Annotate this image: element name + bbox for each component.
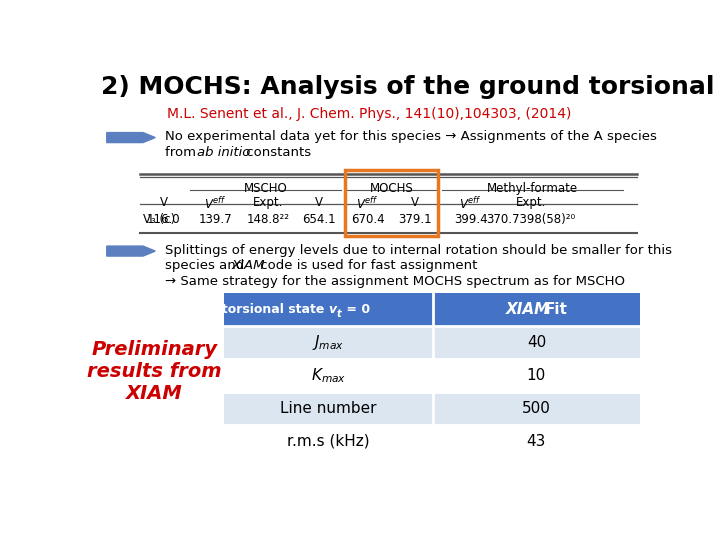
Bar <box>224 425 639 458</box>
Text: 670.4: 670.4 <box>351 213 384 226</box>
Text: → Same strategy for the assignment MOCHS spectrum as for MSCHO: → Same strategy for the assignment MOCHS… <box>166 275 626 288</box>
Text: 40: 40 <box>527 335 546 350</box>
Text: V: V <box>160 196 168 209</box>
Text: 43: 43 <box>527 434 546 449</box>
Text: Fit: Fit <box>544 302 567 318</box>
Text: $K_{max}$: $K_{max}$ <box>311 366 346 385</box>
Text: V₃ (c): V₃ (c) <box>143 213 175 226</box>
Text: Expt.: Expt. <box>253 196 284 209</box>
Text: $J_{max}$: $J_{max}$ <box>312 333 345 352</box>
Text: 379.1: 379.1 <box>398 213 432 226</box>
Text: No experimental data yet for this species → Assignments of the A species: No experimental data yet for this specie… <box>166 130 657 143</box>
Text: 500: 500 <box>522 401 551 416</box>
Bar <box>224 294 639 326</box>
Bar <box>224 359 639 392</box>
Text: 139.7: 139.7 <box>199 213 233 226</box>
Text: V: V <box>315 196 323 209</box>
Text: v: v <box>328 303 337 316</box>
Text: species and: species and <box>166 259 249 272</box>
Text: XIAM: XIAM <box>231 259 265 272</box>
Text: Expt.: Expt. <box>516 196 546 209</box>
Text: $V^{eff}$: $V^{eff}$ <box>204 196 227 212</box>
Text: $V^{eff}$: $V^{eff}$ <box>459 196 482 212</box>
Bar <box>224 392 639 425</box>
Text: XIAM: XIAM <box>506 302 550 318</box>
Text: MSCHO: MSCHO <box>244 182 288 195</box>
Bar <box>224 326 639 359</box>
Text: MOCHS: MOCHS <box>369 182 413 195</box>
Text: 654.1: 654.1 <box>302 213 336 226</box>
Text: r.m.s (kHz): r.m.s (kHz) <box>287 434 370 449</box>
Text: 10: 10 <box>527 368 546 383</box>
Text: constants: constants <box>242 146 311 159</box>
Text: 116.0: 116.0 <box>147 213 181 226</box>
Text: V: V <box>411 196 419 209</box>
Text: 2) MOCHS: Analysis of the ground torsional state: 2) MOCHS: Analysis of the ground torsion… <box>101 75 720 99</box>
Text: Preliminary
results from
XIAM: Preliminary results from XIAM <box>87 340 222 403</box>
Text: M.L. Senent et al., J. Chem. Phys., 141(10),104303, (2014): M.L. Senent et al., J. Chem. Phys., 141(… <box>167 107 571 121</box>
Text: Ground torsional state: Ground torsional state <box>166 303 328 316</box>
Text: 148.8²²: 148.8²² <box>247 213 290 226</box>
Text: Splittings of energy levels due to internal rotation should be smaller for this: Splittings of energy levels due to inter… <box>166 244 672 256</box>
Text: $V^{eff}$: $V^{eff}$ <box>356 196 379 212</box>
Text: 370.7398(58)²⁰: 370.7398(58)²⁰ <box>486 213 575 226</box>
Text: from: from <box>166 146 201 159</box>
FancyArrow shape <box>107 246 156 256</box>
Text: = 0: = 0 <box>342 303 370 316</box>
Text: code is used for fast assignment: code is used for fast assignment <box>256 259 477 272</box>
Text: Methyl-formate: Methyl-formate <box>487 182 577 195</box>
Text: Line number: Line number <box>280 401 377 416</box>
Text: ab initio: ab initio <box>197 146 251 159</box>
Text: 399.4: 399.4 <box>454 213 487 226</box>
Text: t: t <box>336 309 341 319</box>
FancyArrow shape <box>107 133 156 143</box>
